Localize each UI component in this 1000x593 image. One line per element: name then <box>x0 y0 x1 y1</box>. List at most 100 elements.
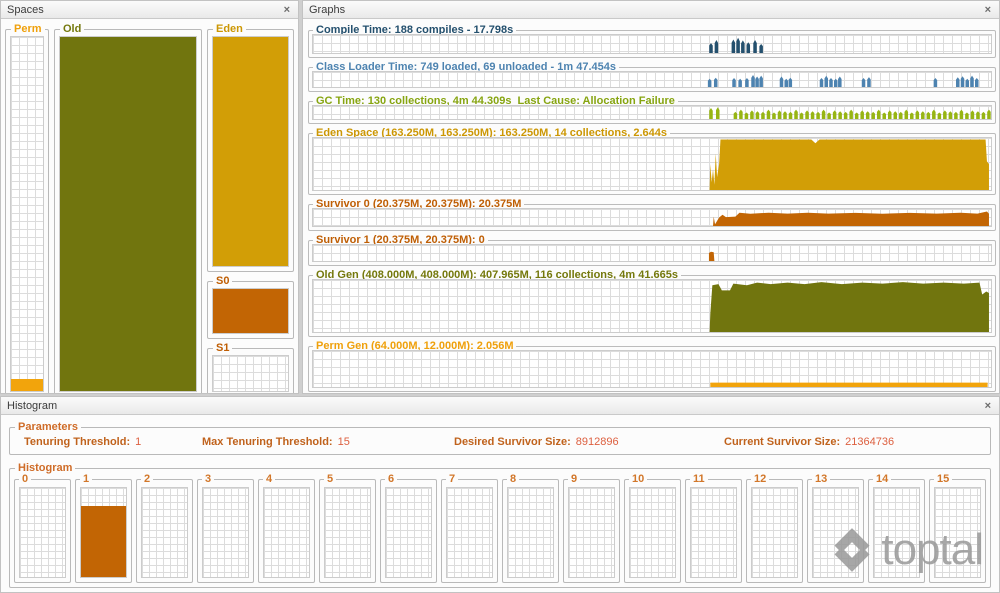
graph-row-perm-gen: Perm Gen (64.000M, 12.000M): 2.056M <box>308 339 996 392</box>
sparkline <box>709 107 991 119</box>
s0-space-grid <box>212 288 289 334</box>
s0-space-fill <box>213 289 288 333</box>
parameters-group-label: Parameters <box>15 420 81 434</box>
bucket-grid <box>690 487 737 578</box>
bucket-label: 8 <box>507 472 520 486</box>
param-label: Tenuring Threshold: <box>24 436 131 448</box>
histogram-close-icon[interactable]: × <box>984 399 991 412</box>
young-column: Eden S0 S1 <box>207 22 294 393</box>
graph-grid <box>312 208 992 227</box>
param-tenuring-threshold: Tenuring Threshold: 1 <box>24 436 202 448</box>
histogram-bucket-5: 5 <box>319 472 376 583</box>
histogram-group-label: Histogram <box>15 461 76 475</box>
sparkline <box>710 382 988 387</box>
parameters-group: Parameters Tenuring Threshold: 1 Max Tenu… <box>9 420 991 455</box>
spaces-title: Spaces <box>7 3 44 16</box>
bucket-label: 15 <box>934 472 953 486</box>
graphs-title: Graphs <box>309 3 346 16</box>
spaces-panel: Spaces × Perm Old <box>0 0 299 394</box>
param-desired-survivor-size: Desired Survivor Size: 8912896 <box>454 436 724 448</box>
histogram-group: Histogram 0 1 2 3 4 5 6 7 8 9 10 11 12 13 14 15 <box>9 461 991 588</box>
bucket-grid <box>385 487 432 578</box>
graph-row-old-gen: Old Gen (408.000M, 408.000M): 407.965M, … <box>308 268 996 337</box>
bucket-label: 7 <box>446 472 459 486</box>
bucket-label: 0 <box>19 472 32 486</box>
bucket-label: 2 <box>141 472 154 486</box>
bucket-label: 12 <box>751 472 770 486</box>
graphs-close-icon[interactable]: × <box>984 3 991 16</box>
perm-column: Perm <box>5 22 49 393</box>
graph-row-class-loader-time: Class Loader Time: 749 loaded, 69 unload… <box>308 60 996 92</box>
bucket-label: 4 <box>263 472 276 486</box>
param-label: Max Tenuring Threshold: <box>202 436 333 448</box>
old-space-fill <box>60 37 196 391</box>
graph-row-survivor-1: Survivor 1 (20.375M, 20.375M): 0 <box>308 233 996 266</box>
graph-grid <box>312 279 992 333</box>
histogram-bucket-4: 4 <box>258 472 315 583</box>
bucket-label: 3 <box>202 472 215 486</box>
eden-space-label: Eden <box>213 22 246 36</box>
bucket-label: 5 <box>324 472 337 486</box>
graph-row-title: Compile Time: 188 compiles - 17.798s <box>313 23 517 37</box>
graph-grid <box>312 350 992 388</box>
graphs-header: Graphs × <box>303 1 999 19</box>
bucket-grid <box>80 487 127 578</box>
graph-grid <box>312 34 992 54</box>
parameters-row: Tenuring Threshold: 1 Max Tenuring Thresh… <box>24 436 990 448</box>
bucket-label: 1 <box>80 472 93 486</box>
param-value: 15 <box>337 436 350 448</box>
graph-row-eden-space: Eden Space (163.250M, 163.250M): 163.250… <box>308 126 996 195</box>
histogram-title: Histogram <box>7 399 58 412</box>
spaces-close-icon[interactable]: × <box>283 3 290 16</box>
graph-grid <box>312 105 992 120</box>
sparkline <box>709 282 989 332</box>
histogram-bucket-7: 7 <box>441 472 498 583</box>
bucket-grid <box>751 487 798 578</box>
param-value: 1 <box>135 436 142 448</box>
old-space: Old <box>54 22 202 393</box>
histogram-bucket-6: 6 <box>380 472 437 583</box>
eden-space-grid <box>212 36 289 267</box>
histogram-bucket-12: 12 <box>746 472 803 583</box>
bucket-grid <box>263 487 310 578</box>
sparkline <box>713 211 989 226</box>
bucket-label: 6 <box>385 472 398 486</box>
bucket-grid <box>141 487 188 578</box>
eden-space-fill <box>213 37 288 266</box>
bucket-grid <box>446 487 493 578</box>
histogram-bucket-1: 1 <box>75 472 132 583</box>
histogram-bucket-9: 9 <box>563 472 620 583</box>
spaces-header: Spaces × <box>1 1 298 19</box>
perm-space-label: Perm <box>11 22 45 36</box>
eden-space-box: Eden <box>207 22 294 272</box>
histogram-bucket-11: 11 <box>685 472 742 583</box>
sparkline <box>709 37 763 53</box>
histogram-bucket-13: 13 <box>807 472 864 583</box>
perm-space-grid <box>10 36 44 392</box>
buckets-row: 0 1 2 3 4 5 6 7 8 9 10 11 12 13 14 15 <box>14 472 986 583</box>
old-space-grid <box>59 36 197 392</box>
param-current-survivor-size: Current Survivor Size: 21364736 <box>724 436 894 448</box>
graph-row-title: Eden Space (163.250M, 163.250M): 163.250… <box>313 126 670 140</box>
bucket-grid <box>324 487 371 578</box>
histogram-bucket-10: 10 <box>624 472 681 583</box>
bucket-fill <box>81 505 126 577</box>
histogram-bucket-8: 8 <box>502 472 559 583</box>
graph-row-title: Old Gen (408.000M, 408.000M): 407.965M, … <box>313 268 681 282</box>
sparkline <box>707 75 979 87</box>
graph-row-title: GC Time: 130 collections, 4m 44.309s Las… <box>313 94 678 108</box>
spaces-body: Perm Old Eden <box>1 19 298 393</box>
graph-row-compile-time: Compile Time: 188 compiles - 17.798s <box>308 23 996 58</box>
s1-space-box: S1 <box>207 341 294 393</box>
graph-grid <box>312 244 992 262</box>
sparkline <box>709 139 989 190</box>
graphs-body: Compile Time: 188 compiles - 17.798s Clas… <box>303 19 999 393</box>
bucket-grid <box>507 487 554 578</box>
graph-row-title: Perm Gen (64.000M, 12.000M): 2.056M <box>313 339 517 353</box>
histogram-bucket-3: 3 <box>197 472 254 583</box>
bucket-grid <box>934 487 981 578</box>
graph-grid <box>312 71 992 88</box>
old-space-label: Old <box>60 22 85 36</box>
bucket-label: 9 <box>568 472 581 486</box>
